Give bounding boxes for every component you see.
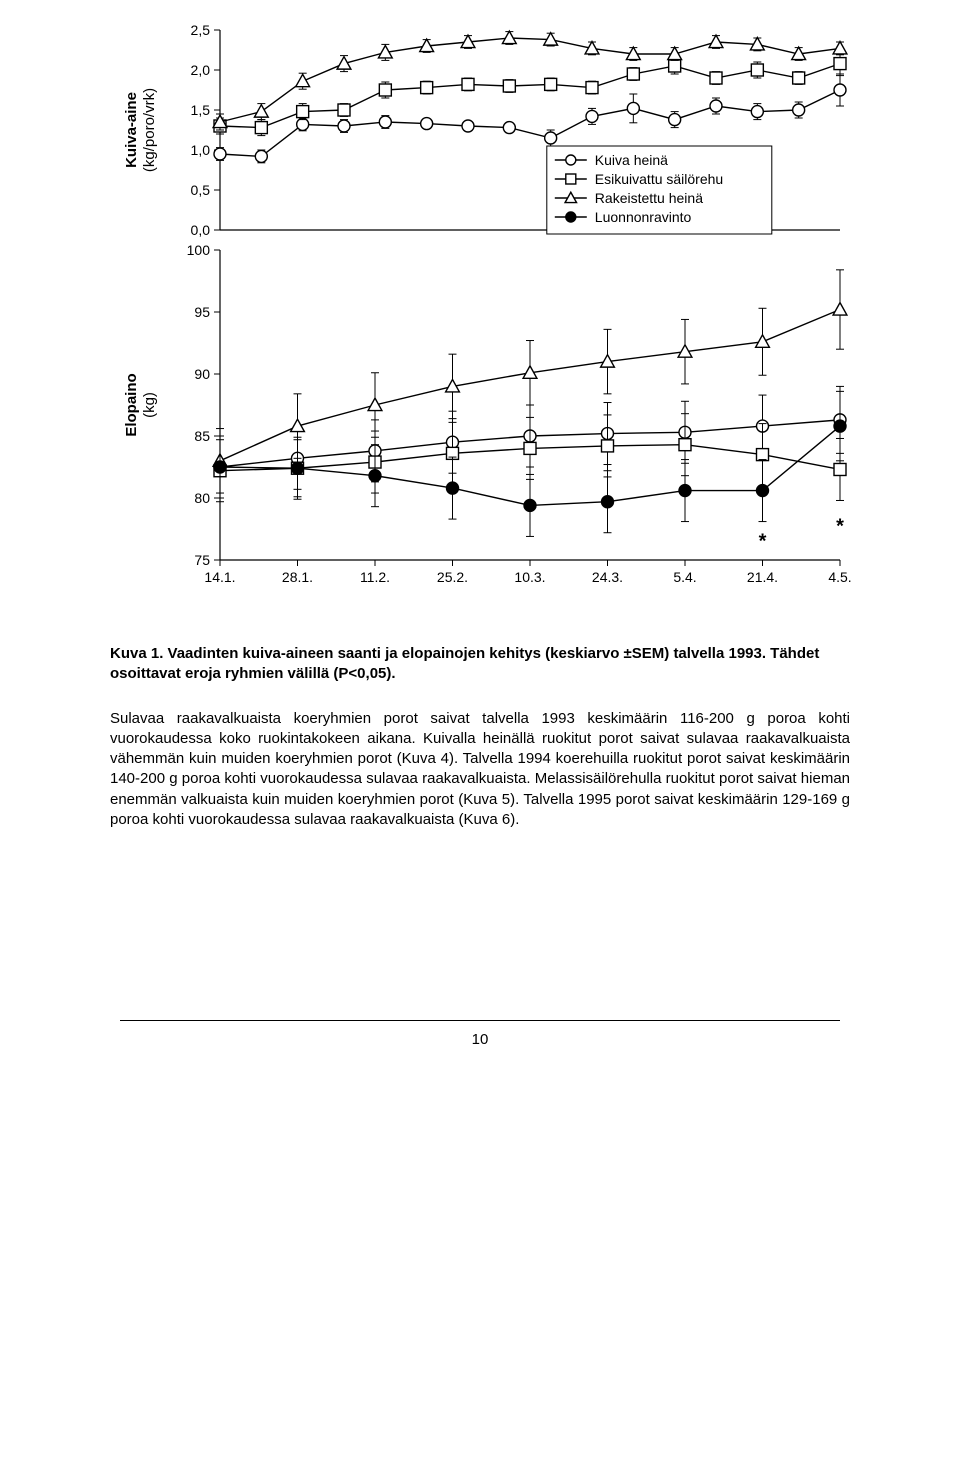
svg-text:Kuiva-aine: Kuiva-aine: [123, 92, 140, 168]
svg-text:28.1.: 28.1.: [282, 569, 313, 585]
svg-text:(kg/poro/vrk): (kg/poro/vrk): [141, 88, 158, 172]
svg-text:80: 80: [194, 490, 210, 506]
svg-text:24.3.: 24.3.: [592, 569, 623, 585]
page-number: 10: [120, 1020, 840, 1048]
svg-text:10.3.: 10.3.: [514, 569, 545, 585]
figure-caption: Kuva 1. Vaadinten kuiva-aineen saanti ja…: [110, 644, 850, 685]
svg-text:14.1.: 14.1.: [204, 569, 235, 585]
svg-text:*: *: [836, 516, 844, 538]
svg-text:(kg): (kg): [141, 392, 158, 418]
svg-text:Elopaino: Elopaino: [123, 373, 140, 436]
svg-text:25.2.: 25.2.: [437, 569, 468, 585]
svg-text:Kuiva heinä: Kuiva heinä: [595, 152, 668, 168]
body-paragraph: Sulavaa raakavalkuaista koeryhmien porot…: [110, 709, 850, 831]
charts-svg: 0,0 0,5 1,0 1,5 2,0 2,5 Kuiva-aine(kg/poro/vrk…: [100, 20, 860, 620]
svg-text:2,0: 2,0: [191, 62, 211, 78]
svg-text:85: 85: [194, 428, 210, 444]
svg-text:75: 75: [194, 552, 210, 568]
svg-text:*: *: [759, 531, 767, 553]
svg-text:0,5: 0,5: [191, 182, 211, 198]
svg-text:Rakeistettu heinä: Rakeistettu heinä: [595, 190, 703, 206]
svg-text:95: 95: [194, 304, 210, 320]
svg-text:11.2.: 11.2.: [360, 569, 390, 585]
svg-text:5.4.: 5.4.: [673, 569, 696, 585]
svg-text:21.4.: 21.4.: [747, 569, 778, 585]
svg-text:100: 100: [187, 242, 211, 258]
svg-text:4.5.: 4.5.: [828, 569, 851, 585]
charts-svg-container: 0,0 0,5 1,0 1,5 2,0 2,5 Kuiva-aine(kg/poro/vrk…: [100, 20, 860, 620]
svg-text:Luonnonravinto: Luonnonravinto: [595, 209, 692, 225]
svg-text:Esikuivattu säilörehu: Esikuivattu säilörehu: [595, 171, 723, 187]
svg-text:1,0: 1,0: [191, 142, 211, 158]
svg-text:90: 90: [194, 366, 210, 382]
svg-text:0,0: 0,0: [191, 222, 211, 238]
svg-text:2,5: 2,5: [191, 22, 211, 38]
svg-text:1,5: 1,5: [191, 102, 211, 118]
